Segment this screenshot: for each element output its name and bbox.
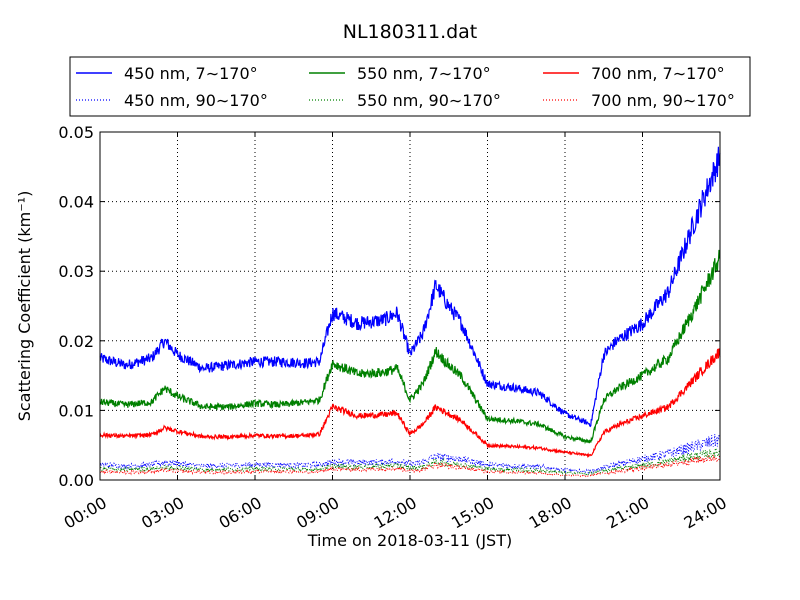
series-line-1 (99, 146, 721, 428)
legend: 450 nm, 7∼170° 550 nm, 7∼170° 700 nm, 7∼17… (69, 56, 751, 117)
x-tick-label: 24:00 (681, 493, 730, 533)
legend-label: 550 nm, 7∼170° (357, 64, 491, 83)
x-tick-label: 03:00 (138, 493, 187, 533)
x-tick-label: 21:00 (603, 493, 652, 533)
legend-label: 550 nm, 90∼170° (357, 91, 501, 110)
legend-box (69, 56, 751, 117)
y-tick-label: 0.02 (58, 332, 94, 351)
legend-label: 700 nm, 90∼170° (591, 91, 735, 110)
y-tick-label: 0.00 (58, 471, 94, 490)
x-tick-label: 12:00 (371, 493, 420, 533)
x-tick-label: 15:00 (448, 493, 497, 533)
legend-label: 450 nm, 90∼170° (124, 91, 268, 110)
series-line-3 (99, 249, 721, 445)
series-line-5 (99, 348, 721, 459)
grid (100, 132, 720, 480)
x-tick-label: 06:00 (216, 493, 265, 533)
plot-series (99, 146, 721, 478)
x-tick-label: 09:00 (293, 493, 342, 533)
legend-label: 450 nm, 7∼170° (124, 64, 258, 83)
y-tick-label: 0.01 (58, 401, 94, 420)
y-tick-label: 0.05 (58, 123, 94, 142)
y-tick-label: 0.03 (58, 262, 94, 281)
series-line-4 (99, 447, 721, 477)
x-tick-label: 18:00 (526, 493, 575, 533)
y-axis-label: Scattering Coefficient (km⁻¹) (15, 191, 34, 422)
legend-label: 700 nm, 7∼170° (591, 64, 725, 83)
series-line-6 (99, 453, 721, 478)
x-tick-label: 00:00 (61, 493, 110, 533)
x-axis-label: Time on 2018-03-11 (JST) (307, 531, 512, 550)
y-tick-label: 0.04 (58, 193, 94, 212)
chart-title: NL180311.dat (343, 21, 478, 43)
